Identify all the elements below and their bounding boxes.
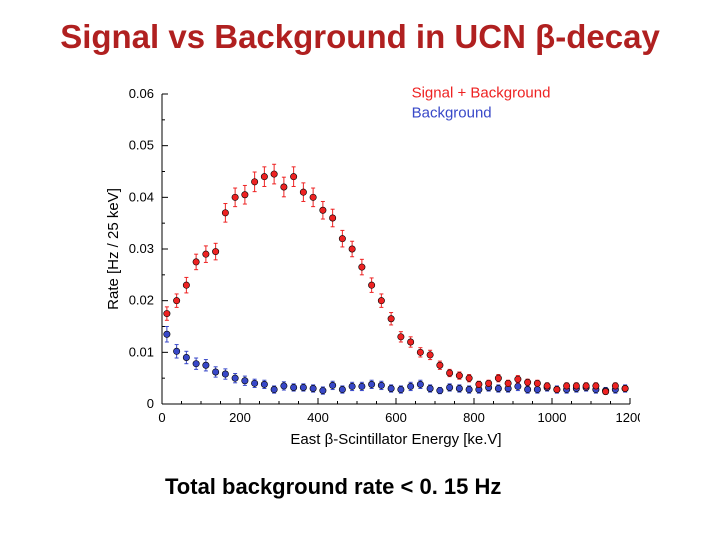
y-axis-title: Rate [Hz / 25 keV] (105, 188, 122, 310)
signal_plus_bkg-point (476, 381, 482, 387)
background-point (446, 384, 452, 391)
svg-text:1000: 1000 (538, 410, 567, 425)
signal_plus_bkg-point (515, 376, 521, 383)
background-point (320, 387, 326, 394)
signal_plus_bkg-point (554, 386, 560, 392)
svg-text:0.06: 0.06 (129, 86, 154, 101)
svg-text:200: 200 (229, 410, 251, 425)
svg-text:400: 400 (307, 410, 329, 425)
signal_plus_bkg-point (573, 383, 579, 389)
x-axis-title: East β-Scintillator Energy [ke.V] (290, 431, 501, 448)
svg-text:0.05: 0.05 (129, 138, 154, 153)
legend-item: Signal + Background (412, 84, 551, 101)
legend-item: Background (412, 104, 492, 121)
svg-text:0.04: 0.04 (129, 189, 154, 204)
chart-container: 0 200 400 600 800 1000 1200 0 0.01 0.02 0.03 0.04 0.… (100, 84, 640, 454)
background-point (339, 386, 345, 393)
svg-text:0: 0 (147, 396, 154, 411)
signal_plus_bkg-point (485, 380, 491, 386)
background-point (310, 385, 316, 392)
background-point (427, 385, 433, 392)
background-point (290, 384, 296, 391)
signal_plus_bkg-point (456, 372, 462, 379)
background-point (271, 386, 277, 393)
background-point (300, 384, 306, 391)
signal_plus_bkg-point (524, 379, 530, 385)
svg-text:1200: 1200 (616, 410, 640, 425)
chart-svg: 0 200 400 600 800 1000 1200 0 0.01 0.02 0.03 0.04 0.… (100, 84, 640, 454)
svg-text:800: 800 (463, 410, 485, 425)
signal_plus_bkg-point (602, 388, 608, 394)
signal_plus_bkg-point (505, 380, 511, 386)
background-point (456, 385, 462, 392)
signal_plus_bkg-point (612, 383, 618, 389)
svg-text:0.01: 0.01 (129, 344, 154, 359)
background-point (534, 386, 540, 393)
signal_plus_bkg-point (583, 383, 589, 389)
svg-text:600: 600 (385, 410, 407, 425)
background-point (466, 386, 472, 393)
signal_plus_bkg-point (446, 369, 452, 376)
signal_plus_bkg-point (563, 383, 569, 389)
background-point (388, 385, 394, 392)
svg-text:0: 0 (158, 410, 165, 425)
background-point (524, 386, 530, 393)
svg-text:0.02: 0.02 (129, 293, 154, 308)
background-point (437, 387, 443, 393)
signal_plus_bkg-point (466, 375, 472, 382)
background-point (398, 386, 404, 393)
signal_plus_bkg-point (544, 383, 550, 389)
signal_plus_bkg-point (495, 375, 501, 382)
svg-text:0.03: 0.03 (129, 241, 154, 256)
signal_plus_bkg-point (622, 385, 628, 391)
signal_plus_bkg-point (534, 380, 540, 386)
background-point (495, 385, 501, 392)
slide-title: Signal vs Background in UCN β-decay (0, 18, 720, 56)
signal_plus_bkg-point (593, 383, 599, 389)
slide-caption: Total background rate < 0. 15 Hz (165, 474, 501, 500)
